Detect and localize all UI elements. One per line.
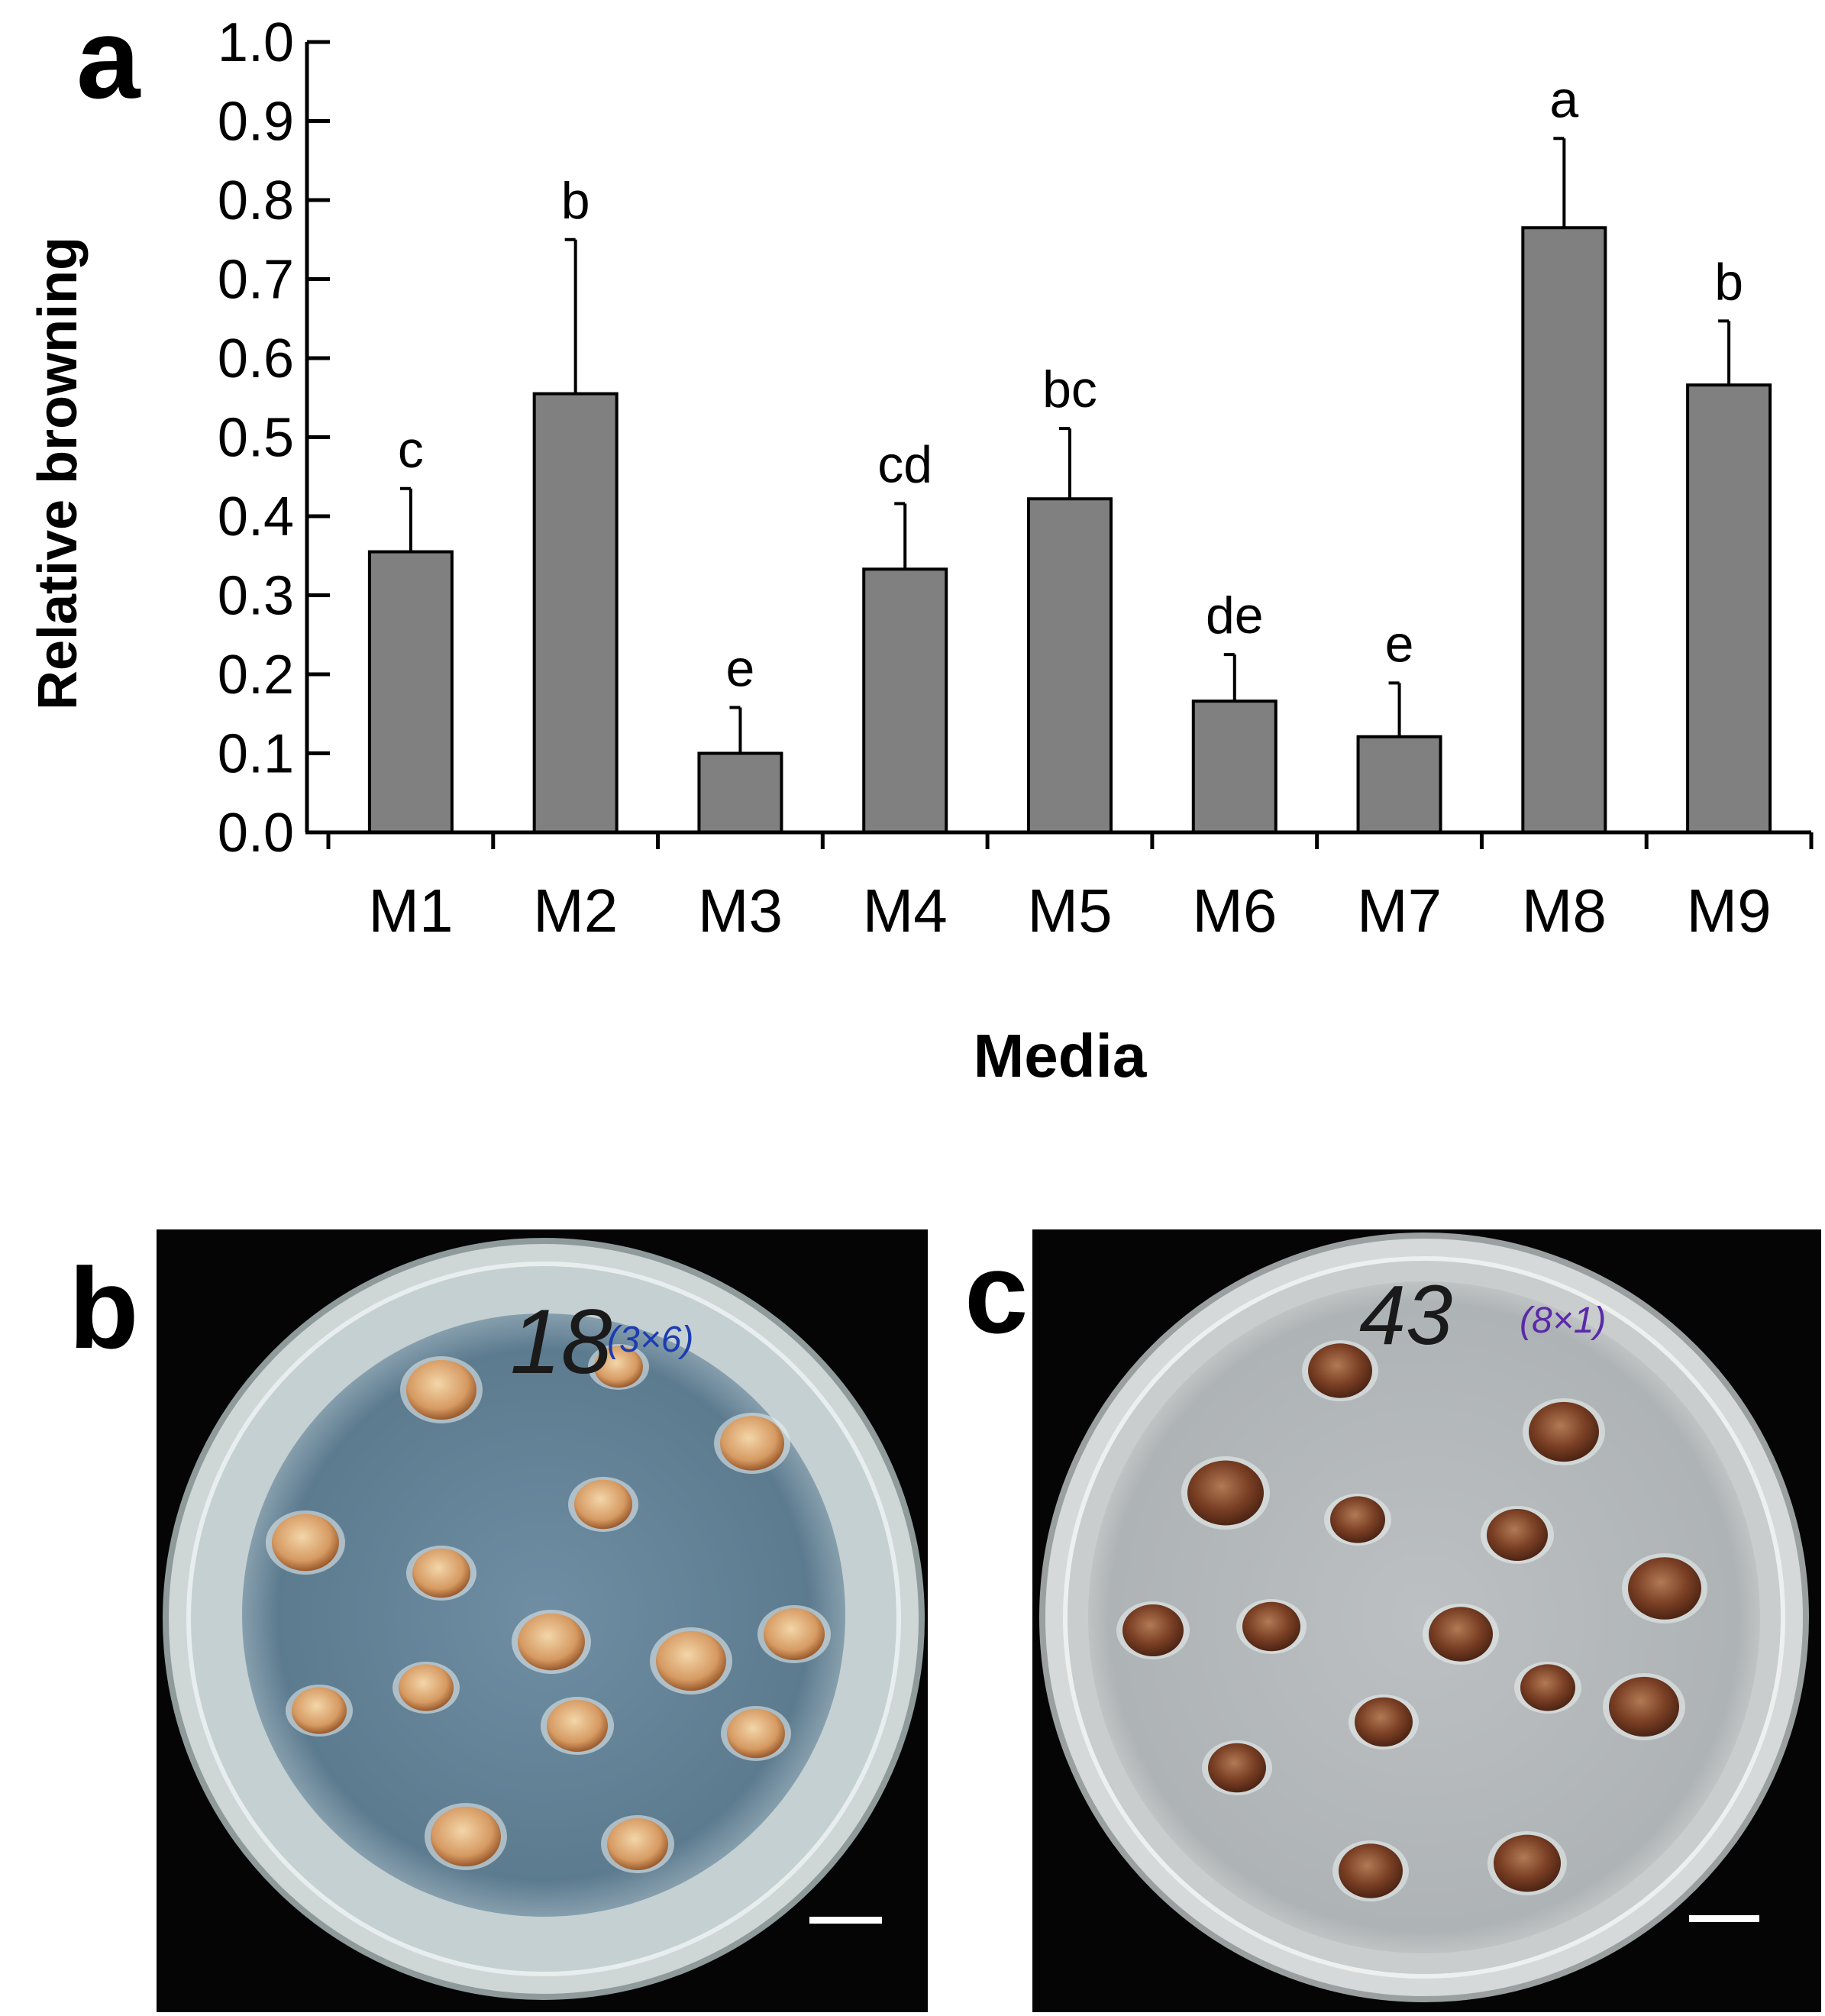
y-axis-ticks: 0.0 0.1 0.2 0.3 0.4 0.5 0.6 0.7 0.8 0.9 1.0: [218, 12, 330, 864]
plate-note-c: (8×1): [1520, 1300, 1606, 1341]
y-tick-label: 0.9: [218, 92, 294, 153]
panel-label-c: c: [964, 1229, 1028, 1357]
callus: [1487, 1509, 1548, 1561]
callus: [607, 1818, 668, 1870]
x-axis-ticks: M1 M2 M3 M4 M5 M6 M7 M8 M9: [326, 832, 1814, 945]
x-tick-label: M2: [533, 877, 618, 945]
callus: [1355, 1697, 1413, 1747]
callus: [656, 1630, 726, 1691]
x-tick-label: M8: [1522, 877, 1607, 945]
significance-letter: cd: [877, 435, 932, 493]
callus: [1520, 1664, 1575, 1711]
callus: [1242, 1601, 1300, 1652]
bar-M2: [532, 392, 619, 834]
callus: [399, 1664, 454, 1711]
x-tick-label: M6: [1192, 877, 1277, 945]
plate-note-b: (3×6): [607, 1320, 693, 1360]
callus: [272, 1514, 339, 1572]
bar-M1: [367, 550, 454, 834]
callus: [518, 1613, 585, 1671]
callus: [1609, 1676, 1679, 1737]
photo-panel-c: c 43 (8×1): [964, 1229, 1821, 2012]
significance-letter: de: [1206, 586, 1264, 645]
callus: [594, 1346, 643, 1388]
y-tick-label: 0.1: [218, 724, 294, 785]
x-tick-label: M5: [1027, 877, 1112, 945]
callus-group-c: [1116, 1340, 1707, 1901]
callus: [727, 1708, 785, 1759]
significance-letter: a: [1549, 70, 1578, 128]
callus: [1122, 1604, 1184, 1656]
callus: [431, 1806, 501, 1867]
callus-group-b: [266, 1344, 831, 1873]
callus: [1308, 1343, 1372, 1398]
plate-label-b: 18: [510, 1291, 612, 1393]
bar-chart-panel: a Relative browning Media 0.00.10.20.30.…: [27, 0, 1814, 1090]
bar-M6: [1191, 699, 1278, 834]
callus: [1628, 1557, 1701, 1620]
y-tick-label: 0.4: [218, 486, 294, 548]
x-tick-label: M3: [698, 877, 783, 945]
bars: c b e cd bc de e a b: [367, 70, 1772, 835]
y-tick-label: 0.5: [218, 408, 294, 469]
callus: [1529, 1401, 1599, 1462]
significance-letter: b: [1714, 253, 1743, 311]
significance-letter: b: [561, 172, 590, 230]
callus: [292, 1687, 347, 1734]
y-tick-label: 0.6: [218, 328, 294, 389]
callus: [1429, 1607, 1493, 1662]
x-tick-label: M4: [863, 877, 948, 945]
callus: [406, 1359, 476, 1420]
bar-M4: [862, 567, 948, 834]
x-tick-label: M1: [368, 877, 453, 945]
x-axis-label: Media: [974, 1022, 1147, 1090]
callus: [412, 1548, 470, 1598]
callus: [547, 1700, 608, 1752]
significance-letter: bc: [1042, 360, 1097, 418]
callus: [574, 1479, 632, 1530]
significance-letter: e: [1385, 615, 1414, 673]
x-tick-label: M7: [1357, 877, 1442, 945]
y-tick-label: 1.0: [218, 12, 294, 73]
significance-letter: e: [726, 639, 755, 697]
bar-M8: [1521, 226, 1607, 835]
callus: [1339, 1843, 1403, 1898]
photo-panel-b: b 18 (3×6): [69, 1229, 928, 2012]
bar-M5: [1027, 497, 1113, 834]
significance-letter: c: [398, 421, 424, 479]
panel-label-b: b: [69, 1244, 139, 1372]
bar-M7: [1356, 735, 1442, 835]
y-axis-label: Relative browning: [27, 237, 89, 710]
scale-bar-c: [1689, 1915, 1759, 1922]
y-tick-label: 0.8: [218, 170, 294, 231]
plate-label-c: 43: [1359, 1268, 1452, 1362]
callus: [1208, 1743, 1266, 1793]
panel-label-a: a: [76, 0, 141, 122]
y-tick-label: 0.7: [218, 250, 294, 311]
callus: [1494, 1834, 1561, 1892]
x-tick-label: M9: [1687, 877, 1772, 945]
callus: [1330, 1496, 1385, 1543]
y-tick-label: 0.3: [218, 566, 294, 627]
callus: [764, 1608, 825, 1660]
callus: [1187, 1460, 1264, 1526]
y-tick-label: 0.0: [218, 803, 294, 864]
y-tick-label: 0.2: [218, 645, 294, 706]
callus: [720, 1416, 784, 1471]
scale-bar-b: [809, 1917, 882, 1924]
bar-M9: [1686, 383, 1772, 834]
bar-M3: [697, 751, 783, 834]
